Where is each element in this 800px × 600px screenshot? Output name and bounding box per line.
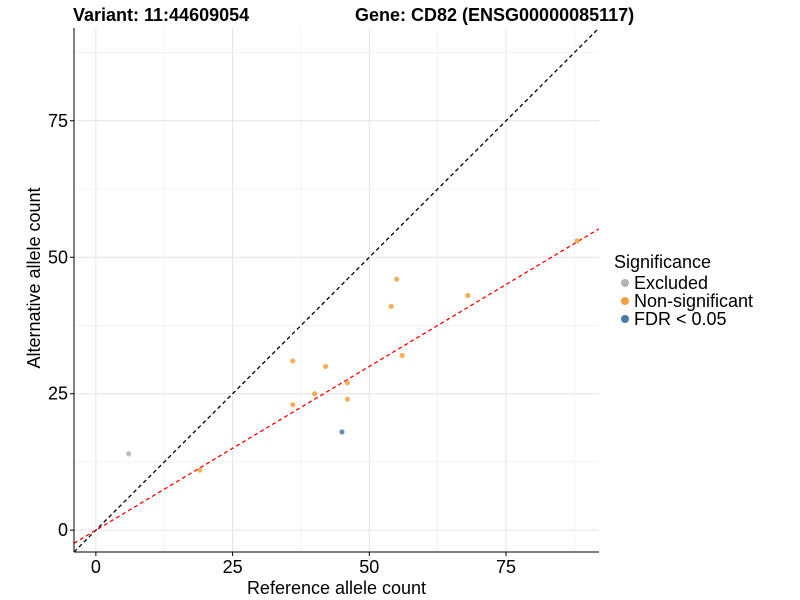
point-non-significant bbox=[394, 276, 400, 282]
point-non-significant bbox=[344, 380, 351, 386]
variant-title: Variant: 11:44609054 bbox=[73, 5, 250, 25]
point-non-significant bbox=[290, 358, 296, 364]
identity-reference-line bbox=[74, 28, 599, 552]
legend-label-excluded: Excluded bbox=[634, 272, 709, 293]
point-non-significant bbox=[388, 303, 394, 309]
legend: Significance Excluded Non-significant FD… bbox=[614, 252, 754, 329]
x-tick-label: 50 bbox=[359, 557, 379, 577]
legend-item-non-significant: Non-significant bbox=[614, 290, 754, 311]
y-tick-label: 25 bbox=[48, 384, 68, 404]
x-axis-label: Reference allele count bbox=[247, 578, 426, 598]
point-non-significant bbox=[399, 352, 405, 359]
point-non-significant bbox=[290, 402, 296, 408]
y-tick-label: 0 bbox=[58, 520, 68, 540]
x-tick-label: 0 bbox=[91, 557, 101, 577]
point-non-significant bbox=[322, 363, 329, 370]
y-axis-label: Alternative allele count bbox=[24, 187, 44, 368]
x-tick-label: 75 bbox=[496, 557, 516, 577]
point-non-significant bbox=[574, 238, 580, 244]
point-non-significant bbox=[197, 467, 203, 473]
legend-title: Significance bbox=[614, 252, 712, 272]
y-tick-label: 75 bbox=[48, 111, 68, 131]
legend-label-fdr: FDR < 0.05 bbox=[634, 308, 727, 329]
legend-dot-non-significant bbox=[621, 297, 629, 305]
legend-item-fdr: FDR < 0.05 bbox=[614, 308, 753, 329]
fit-reference-line bbox=[74, 228, 599, 544]
legend-dot-excluded bbox=[621, 279, 629, 287]
x-tick-label: 25 bbox=[223, 557, 243, 577]
point-fdr-0-05 bbox=[339, 429, 345, 435]
legend-dot-fdr bbox=[621, 315, 629, 323]
point-non-significant bbox=[312, 391, 318, 397]
y-tick-label: 50 bbox=[48, 247, 68, 267]
point-non-significant bbox=[465, 292, 471, 299]
point-excluded bbox=[126, 451, 132, 457]
legend-item-excluded: Excluded bbox=[614, 272, 753, 293]
legend-label-non-significant: Non-significant bbox=[634, 290, 754, 311]
point-non-significant bbox=[344, 396, 351, 402]
gene-title: Gene: CD82 (ENSG00000085117) bbox=[355, 5, 635, 25]
